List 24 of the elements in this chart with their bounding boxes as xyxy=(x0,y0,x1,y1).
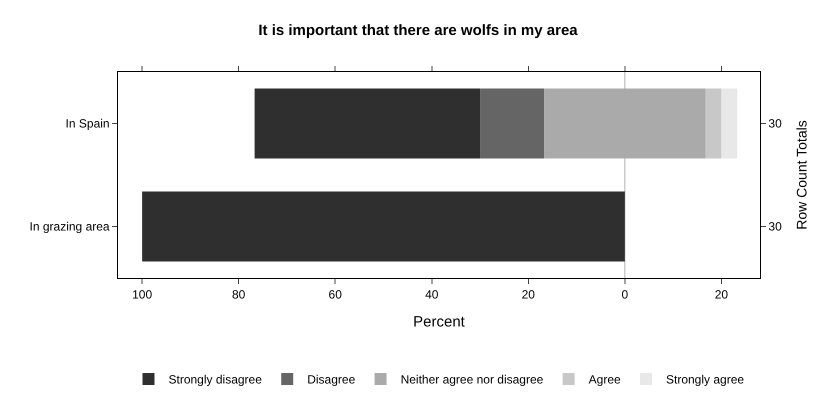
x-tick-label: 40 xyxy=(425,287,439,302)
bar xyxy=(254,88,480,159)
y2-axis-title: Row Count Totals xyxy=(793,120,810,230)
x-tick-label: 80 xyxy=(232,287,246,302)
y-tick-label: In grazing area xyxy=(30,220,110,234)
bar xyxy=(142,191,625,262)
x-axis-title: Percent xyxy=(413,313,466,330)
x-tick-label: 60 xyxy=(328,287,342,302)
legend-label: Strongly agree xyxy=(666,372,744,387)
y2-tick-label: 30 xyxy=(768,116,782,131)
bar xyxy=(721,88,738,159)
y-tick-label: In Spain xyxy=(66,116,110,131)
bar xyxy=(705,88,722,159)
legend-label: Neither agree nor disagree xyxy=(400,372,544,387)
x-tick-label: 20 xyxy=(714,287,728,302)
legend-label: Agree xyxy=(588,372,621,387)
legend-label: Strongly disagree xyxy=(168,372,262,387)
x-tick-label: 0 xyxy=(621,287,628,302)
x-tick-label: 100 xyxy=(132,287,152,302)
x-tick-label: 20 xyxy=(522,287,536,302)
bar xyxy=(480,88,544,159)
legend-label: Disagree xyxy=(307,372,356,387)
y2-tick-label: 30 xyxy=(768,220,782,234)
chart-title: It is important that there are wolfs in my area xyxy=(258,22,578,39)
